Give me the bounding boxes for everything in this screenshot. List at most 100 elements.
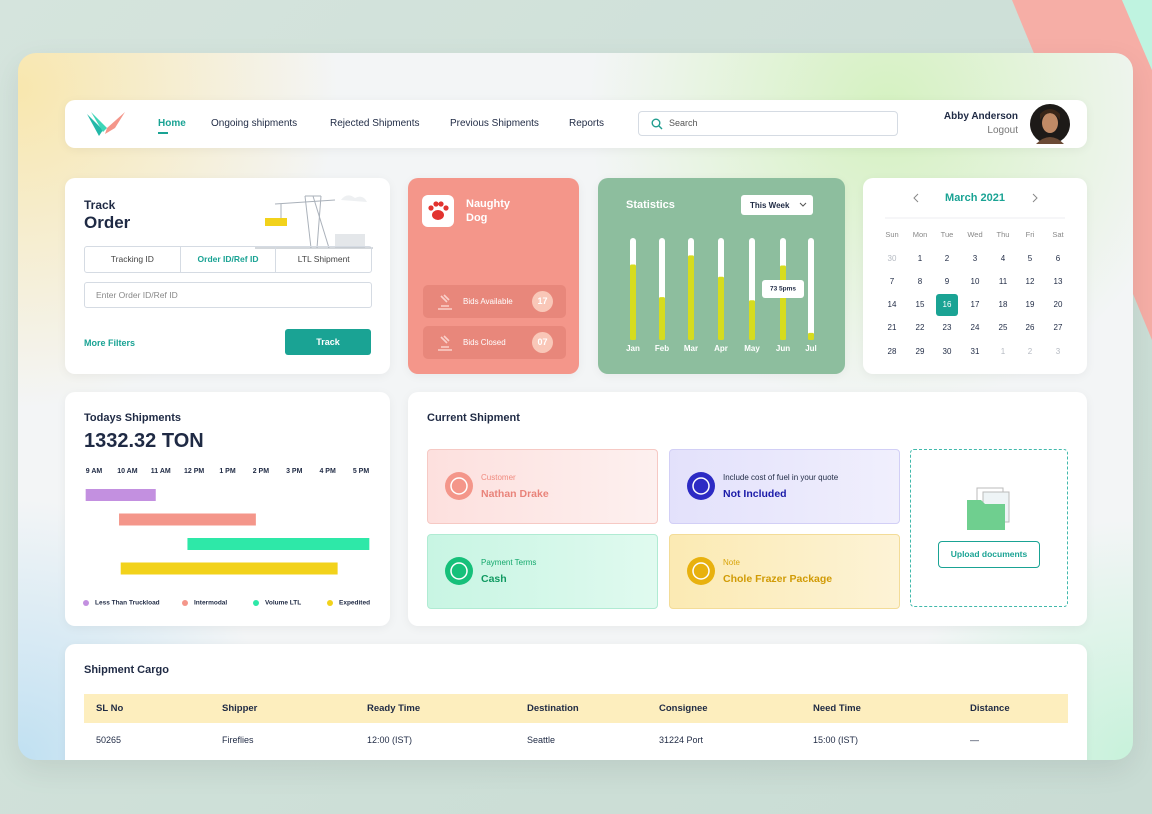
day[interactable]: 11 <box>999 277 1008 286</box>
day[interactable]: 27 <box>1054 323 1063 332</box>
tile-icon <box>445 472 473 500</box>
nav-item[interactable]: Reports <box>569 118 605 129</box>
day[interactable]: 5 <box>1028 254 1033 263</box>
day[interactable]: 28 <box>888 347 897 356</box>
day[interactable]: 6 <box>1056 254 1061 263</box>
day[interactable]: 15 <box>916 300 925 309</box>
day[interactable]: 19 <box>1026 300 1035 309</box>
track-button[interactable]: Track <box>285 329 371 355</box>
logout-link[interactable]: Logout <box>987 125 1018 136</box>
legend-label: Intermodal <box>194 600 227 607</box>
tile-icon-circle <box>445 557 473 585</box>
day[interactable]: 2 <box>945 254 950 263</box>
tile-icon-inner <box>450 477 468 495</box>
x-tick-label: 2 PM <box>253 468 270 475</box>
nav-item[interactable]: Rejected Shipments <box>330 118 420 129</box>
day[interactable]: 21 <box>888 323 897 332</box>
x-tick-label: Feb <box>655 344 669 353</box>
day[interactable]: 3 <box>1056 347 1061 356</box>
day[interactable]: 4 <box>1001 254 1006 263</box>
day[interactable]: 1 <box>918 254 923 263</box>
bid-icon-wrap <box>435 293 455 311</box>
table-header: Distance <box>970 703 1010 714</box>
day[interactable]: 18 <box>999 300 1008 309</box>
day[interactable]: 29 <box>916 347 925 356</box>
bid-icon <box>438 294 452 310</box>
folder-icon <box>967 487 1010 530</box>
prev-month[interactable] <box>913 193 919 203</box>
nav-item[interactable]: Previous Shipments <box>450 118 539 129</box>
day[interactable]: 1 <box>1001 347 1006 356</box>
nav-item[interactable]: Ongoing shipments <box>211 118 298 129</box>
day[interactable]: 16 <box>943 300 952 309</box>
day[interactable]: 8 <box>918 277 923 286</box>
day[interactable]: 14 <box>888 300 897 309</box>
more-filters-link[interactable]: More Filters <box>84 338 136 348</box>
table-cell: 12:00 (IST) <box>367 735 413 745</box>
period-dropdown[interactable]: This Week <box>741 195 813 215</box>
day[interactable]: 2 <box>1028 347 1033 356</box>
x-tick-label: Mar <box>684 344 698 353</box>
search-icon <box>651 118 663 130</box>
avatar[interactable] <box>1030 104 1070 144</box>
table-cell: Fireflies <box>222 735 254 745</box>
brand-card: Naughty Dog Bids Available 17 Bids Closed 0… <box>408 178 579 374</box>
tab[interactable]: Tracking ID <box>110 254 154 264</box>
cargo-title: Shipment Cargo <box>84 664 169 676</box>
day[interactable]: 17 <box>971 300 980 309</box>
day[interactable]: 30 <box>888 254 897 263</box>
next-month[interactable] <box>1032 193 1038 203</box>
nav-item[interactable]: Home <box>158 118 186 129</box>
calendar-card: March 2021 Sun Mon Tue Wed Thu Fri Sat 30 1 2 3 4 5 6… <box>863 178 1087 374</box>
tile-label: Include cost of fuel in your quote <box>723 473 839 482</box>
weekday-label: Mon <box>913 230 928 239</box>
table-cell: 50265 <box>96 735 122 745</box>
day[interactable]: 30 <box>943 347 952 356</box>
x-tick-label: 10 AM <box>117 468 138 475</box>
tile-label: Payment Terms <box>481 558 537 567</box>
brand-name: Naughty <box>466 198 510 210</box>
table-cell: — <box>970 735 979 745</box>
tab[interactable]: Order ID/Ref ID <box>179 247 276 272</box>
day[interactable]: 13 <box>1054 277 1063 286</box>
tile-icon-circle <box>687 557 715 585</box>
day[interactable]: 7 <box>890 277 895 286</box>
bid-label: Bids Available <box>463 297 513 306</box>
day[interactable]: 24 <box>971 323 980 332</box>
day[interactable]: 23 <box>943 323 952 332</box>
statistics-title: Statistics <box>626 199 675 211</box>
timeline-bar <box>85 489 156 501</box>
tile-icon-inner <box>450 562 468 580</box>
dropdown-caret <box>799 202 807 207</box>
upload-button[interactable]: Upload documents <box>938 541 1040 568</box>
legend-label: Expedited <box>339 600 370 607</box>
table-header: Need Time <box>813 703 861 714</box>
day[interactable]: 22 <box>916 323 925 332</box>
bar <box>749 300 755 340</box>
selected-day <box>936 294 958 316</box>
day[interactable]: 3 <box>973 254 978 263</box>
day[interactable]: 26 <box>1026 323 1035 332</box>
day[interactable]: 12 <box>1026 277 1035 286</box>
x-tick-label: Jan <box>626 344 640 353</box>
search-box[interactable]: Search <box>638 111 898 136</box>
tab[interactable]: LTL Shipment <box>275 247 371 272</box>
day[interactable]: 10 <box>971 277 980 286</box>
upload-box[interactable]: Upload documents <box>910 449 1068 607</box>
crane-illustration <box>255 195 373 249</box>
day[interactable]: 20 <box>1054 300 1063 309</box>
bid-icon-shape <box>438 294 452 310</box>
table-header: Destination <box>527 703 579 714</box>
day[interactable]: 31 <box>971 347 980 356</box>
bar <box>808 332 814 340</box>
info-tile: Note Chole Frazer Package <box>669 534 900 609</box>
mint-stripe <box>1122 0 1152 70</box>
bar <box>688 255 694 340</box>
order-input[interactable]: Enter Order ID/Ref ID <box>84 282 372 308</box>
day[interactable]: 9 <box>945 277 950 286</box>
day[interactable]: 25 <box>999 323 1008 332</box>
user-name: Abby Anderson <box>943 111 1018 122</box>
logo[interactable] <box>85 110 127 138</box>
